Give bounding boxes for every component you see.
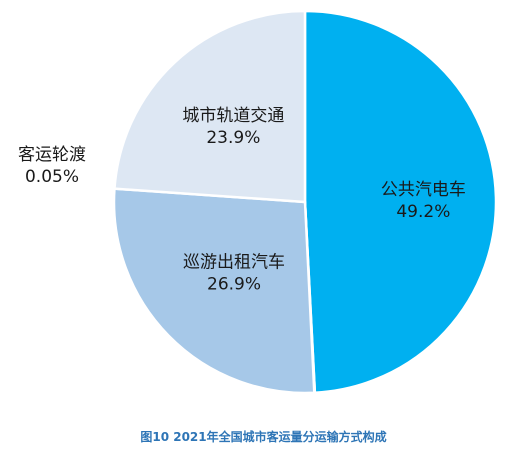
pie-slice — [113, 9, 307, 204]
pie-slice — [112, 187, 316, 395]
slice-name-label: 城市轨道交通 — [182, 106, 284, 126]
slice-value-label: 23.9% — [206, 128, 260, 148]
slice-value-label: 49.2% — [396, 202, 450, 222]
slice-name-label: 巡游出租汽车 — [183, 252, 285, 272]
slice-name-label: 公共汽电车 — [381, 180, 466, 200]
slice-value-label: 0.05% — [25, 167, 79, 187]
chart-title: 图10 2021年全国城市客运量分运输方式构成 — [140, 430, 387, 444]
slice-name-label: 客运轮渡 — [18, 145, 86, 165]
pie-slice — [303, 9, 498, 395]
slice-value-label: 26.9% — [207, 274, 261, 294]
